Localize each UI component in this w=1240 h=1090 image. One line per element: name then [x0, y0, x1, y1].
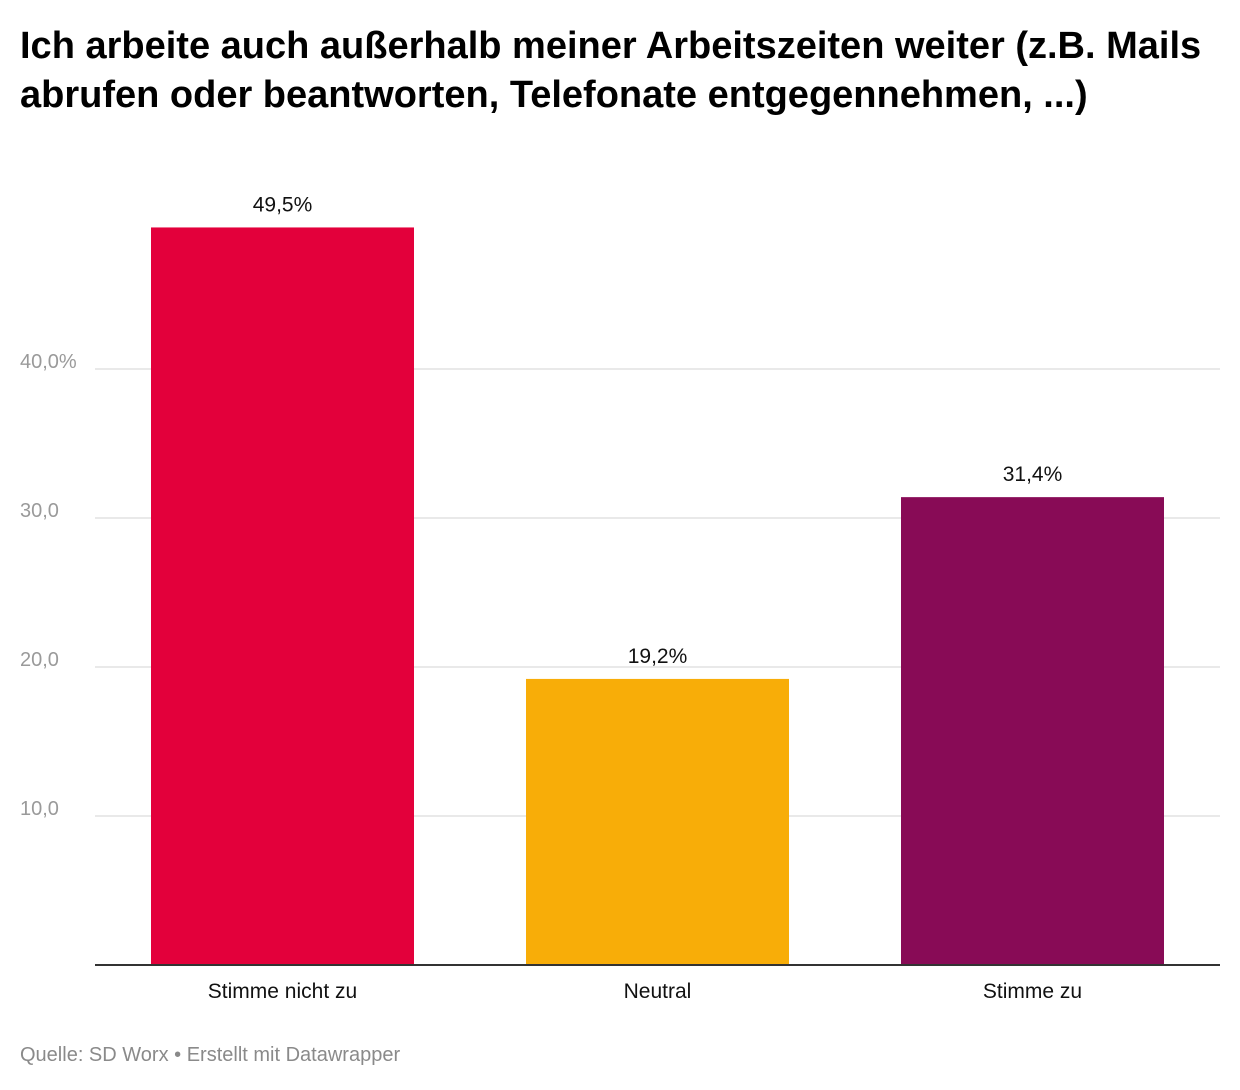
chart-title: Ich arbeite auch außerhalb meiner Arbeit…: [20, 25, 1202, 116]
y-axis-tick-labels: 10,0 20,0 30,0 40,0%: [20, 351, 77, 820]
bar-value-label: 19,2%: [628, 645, 688, 668]
bar-value-label: 31,4%: [1003, 463, 1063, 486]
bar: [151, 227, 414, 965]
x-category-label: Stimme zu: [983, 980, 1082, 1003]
x-category-label: Neutral: [624, 980, 692, 1003]
source-note: Quelle: SD Worx: [20, 1044, 169, 1066]
bar-value-label: 49,5%: [253, 193, 313, 216]
x-category-label: Stimme nicht zu: [208, 980, 357, 1003]
bar: [901, 497, 1164, 965]
x-axis-category-labels: Stimme nicht zu Neutral Stimme zu: [208, 980, 1082, 1003]
y-tick-label: 10,0: [20, 798, 59, 820]
footer: Quelle: SD Worx • Erstellt mit Datawrapp…: [20, 1044, 400, 1067]
credit-note: Erstellt mit Datawrapper: [186, 1044, 401, 1066]
bar: [526, 678, 789, 965]
bar-value-labels: 49,5% 19,2% 31,4%: [253, 193, 1063, 667]
bars: [151, 227, 1164, 965]
y-tick-label: 20,0: [20, 649, 59, 671]
y-tick-label: 30,0: [20, 500, 59, 522]
footer-separator: •: [168, 1044, 187, 1066]
y-tick-label: 40,0%: [20, 351, 77, 373]
